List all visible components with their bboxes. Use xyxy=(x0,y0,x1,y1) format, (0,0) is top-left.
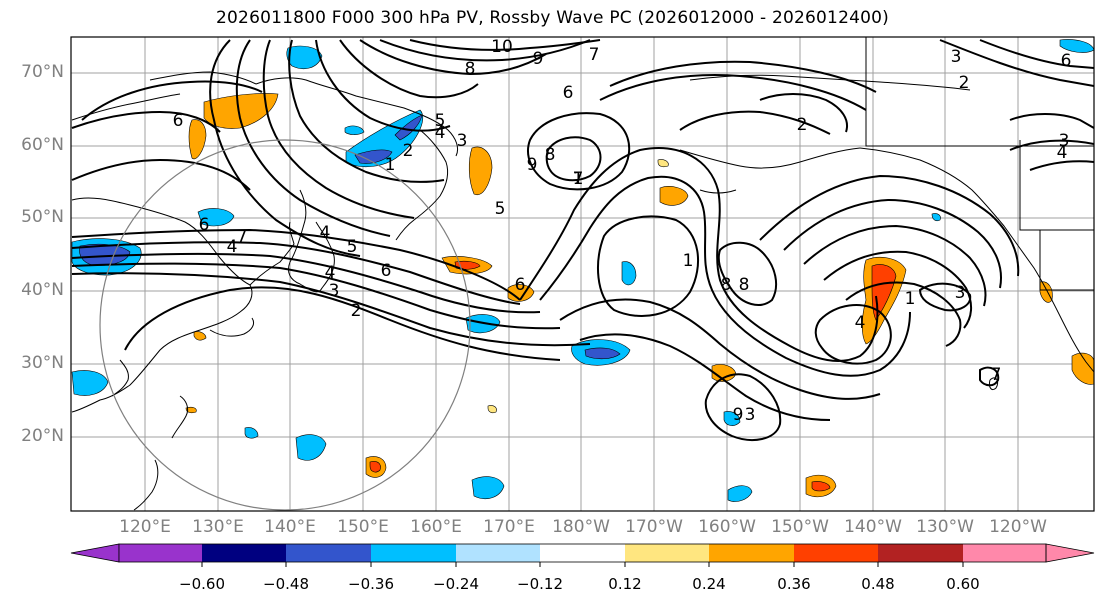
lat-label-60n: 60°N xyxy=(21,135,64,155)
contour-label: 8 xyxy=(545,145,556,165)
contour-label: 6 xyxy=(199,215,210,235)
colorbar-bin xyxy=(371,544,456,562)
lat-label-40n: 40°N xyxy=(21,280,64,300)
contour-label: 2 xyxy=(351,301,362,321)
lon-label-130e: 130°E xyxy=(192,517,244,537)
lon-label-150w: 150°W xyxy=(771,517,829,537)
lon-label-120e: 120°E xyxy=(119,517,171,537)
lon-label-140e: 140°E xyxy=(264,517,316,537)
lat-label-20n: 20°N xyxy=(21,426,64,446)
colorbar-tick-label: −0.24 xyxy=(433,575,479,593)
map-border xyxy=(70,36,1095,512)
contour-label: 6 xyxy=(381,261,392,281)
contour-label: 7 xyxy=(589,45,600,65)
colorbar-bin xyxy=(540,544,625,562)
colorbar-tick-label: 0.24 xyxy=(692,575,726,593)
colorbar-bin xyxy=(119,544,202,562)
contour-label: 3 xyxy=(457,131,468,151)
colorbar-tick-label: 0.48 xyxy=(861,575,895,593)
contour-label: 3 xyxy=(955,283,966,303)
radius-circle xyxy=(99,139,471,511)
colorbar-min-arrow xyxy=(70,543,120,563)
contour-label: 6 xyxy=(1061,51,1072,71)
contour-label: 8 xyxy=(465,59,476,79)
lon-label-160e: 160°E xyxy=(410,517,462,537)
colorbar-bin xyxy=(456,544,540,562)
contour-label: 10 xyxy=(491,37,513,57)
colorbar-tick-label: 0.12 xyxy=(608,575,642,593)
colorbar-bin xyxy=(794,544,878,562)
colorbar-bin xyxy=(625,544,709,562)
colorbar-outline xyxy=(118,543,1047,563)
lat-label-70n: 70°N xyxy=(21,62,64,82)
colorbar xyxy=(70,543,1095,567)
colorbar-bin xyxy=(202,544,286,562)
contour-label: 4 xyxy=(320,223,331,243)
contour-label: 4 xyxy=(325,263,336,283)
chart-title: 2026011800 F000 300 hPa PV, Rossby Wave … xyxy=(216,8,889,28)
colorbar-tick-label: −0.48 xyxy=(263,575,309,593)
lon-label-170e: 170°E xyxy=(483,517,535,537)
contour-label: 4 xyxy=(227,237,238,257)
lon-label-120w: 120°W xyxy=(989,517,1047,537)
lon-label-140w: 140°W xyxy=(844,517,902,537)
contour-label: 7 xyxy=(237,227,248,247)
contour-label: 2 xyxy=(959,73,970,93)
contour-label: 1 xyxy=(905,289,916,309)
contour-label: 8 xyxy=(721,275,732,295)
colorbar-tick-label: −0.36 xyxy=(348,575,394,593)
contour-label: 2 xyxy=(403,141,414,161)
contour-label: 5 xyxy=(347,237,358,257)
lon-label-160w: 160°W xyxy=(698,517,756,537)
contour-label: 3 xyxy=(951,47,962,67)
contour-labels: 10 9 8 7 6 6 5 4 3 2 1 6 9 8 7 2 3 4 4 7… xyxy=(173,37,1072,425)
contour-label: 7 xyxy=(573,169,584,189)
contour-label: 4 xyxy=(855,313,866,333)
lat-label-50n: 50°N xyxy=(21,207,64,227)
lon-label-170w: 170°W xyxy=(625,517,683,537)
contour-label: 7 xyxy=(991,365,1002,385)
contour-label: 5 xyxy=(435,111,446,131)
lon-label-130w: 130°W xyxy=(916,517,974,537)
colorbar-tick-label: 0.60 xyxy=(946,575,980,593)
colorbar-max-arrow xyxy=(1045,543,1095,563)
colorbar-tick-label: −0.12 xyxy=(517,575,563,593)
colorbar-bin xyxy=(286,544,371,562)
positive-anomaly-patches xyxy=(185,93,1094,498)
contour-label: 3 xyxy=(745,405,756,425)
contour-label: 4 xyxy=(1057,143,1068,163)
contour-label: 9 xyxy=(527,155,538,175)
contour-label: 6 xyxy=(515,275,526,295)
contour-label: 9 xyxy=(533,49,544,69)
contour-label: 5 xyxy=(495,199,506,219)
contour-label: 2 xyxy=(797,115,808,135)
contour-label: 9 xyxy=(733,405,744,425)
colorbar-tick-label: −0.60 xyxy=(179,575,225,593)
colorbar-tick-label: 0.36 xyxy=(777,575,811,593)
lon-label-150e: 150°E xyxy=(337,517,389,537)
contour-label: 6 xyxy=(173,111,184,131)
contour-label: 3 xyxy=(1059,131,1070,151)
contour-label: 1 xyxy=(385,155,396,175)
lon-label-180w: 180°W xyxy=(552,517,610,537)
colorbar-bin xyxy=(963,544,1046,562)
contour-label: 1 xyxy=(573,169,584,189)
contour-label: 8 xyxy=(739,275,750,295)
colorbar-bin xyxy=(878,544,963,562)
contour-label: 3 xyxy=(329,281,340,301)
lat-label-30n: 30°N xyxy=(21,353,64,373)
colorbar-bin xyxy=(709,544,794,562)
contour-label: 6 xyxy=(563,83,574,103)
pv-contours xyxy=(71,39,1094,441)
contour-label: 1 xyxy=(683,251,694,271)
contour-label: 4 xyxy=(435,123,446,143)
